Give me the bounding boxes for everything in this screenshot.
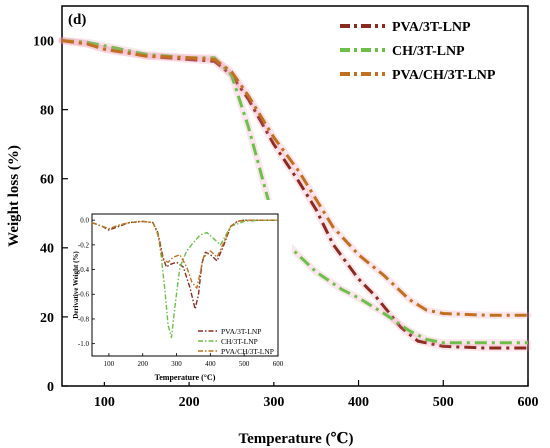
inset-y-tick-label: -1.0 — [78, 340, 90, 348]
main-plot-frame — [61, 5, 529, 387]
legend-label-ch: CH/3T-LNP — [392, 44, 465, 59]
main-y-tick-label: 0 — [47, 380, 54, 395]
main-x-tick-label: 200 — [179, 395, 200, 410]
inset-series-group — [91, 219, 278, 339]
inset-y-tick-label: -0.8 — [78, 315, 90, 323]
main-y-tick-label: 40 — [40, 242, 54, 257]
inset-y-axis-title: Derivative Weight (%) — [72, 251, 80, 319]
legend-label-pvach: PVA/CH/3T-LNP — [392, 68, 496, 83]
main-x-tick-label: 400 — [348, 395, 369, 410]
main-x-tick-label: 500 — [433, 395, 454, 410]
x-axis-title: Temperature (℃) — [238, 431, 353, 447]
inset-legend-label-ch: CH/3T-LNP — [221, 337, 258, 346]
inset-y-tick-label: -0.2 — [78, 241, 90, 249]
main-y-tick-label: 80 — [40, 104, 54, 119]
main-axes: 100 200 300 400 500 600 0 20 40 60 80 100 — [33, 34, 539, 410]
main-y-tick-label: 60 — [40, 173, 54, 188]
inset-y-tick-label: 0.0 — [80, 217, 89, 225]
inset-legend-label-pvach: PVA/CH/3T-LNP — [221, 347, 274, 356]
inset-series-line-1 — [91, 219, 278, 339]
main-legend: PVA/3T-LNP CH/3T-LNP PVA/CH/3T-LNP — [340, 20, 496, 83]
main-series-line-2 — [61, 39, 528, 317]
inset-y-tick-label: -0.4 — [78, 266, 90, 274]
inset-x-axis-title: Temperature (°C) — [155, 373, 216, 382]
main-x-tick-label: 300 — [263, 395, 284, 410]
inset-plot-frame — [91, 213, 279, 357]
inset-x-tick-label: 300 — [171, 360, 182, 368]
inset-x-tick-label: 200 — [137, 360, 148, 368]
main-y-tick-label: 100 — [33, 34, 54, 49]
inset-x-tick-label: 500 — [239, 360, 250, 368]
legend-label-pva: PVA/3T-LNP — [392, 20, 471, 35]
inset-series-line-2 — [91, 219, 278, 289]
main-x-tick-label: 100 — [94, 395, 115, 410]
inset-axes: 100 200 300 400 500 600 0.0 -0.2 -0.4 -0.6 -0.8 -1.… — [78, 217, 284, 368]
inset-x-tick-label: 400 — [205, 360, 216, 368]
inset-legend: PVA/3T-LNP CH/3T-LNP PVA/CH/3T-LNP — [198, 327, 274, 356]
main-x-tick-label: 600 — [518, 395, 539, 410]
inset-legend-label-pva: PVA/3T-LNP — [221, 327, 261, 336]
inset-x-tick-label: 100 — [104, 360, 115, 368]
main-y-tick-label: 20 — [40, 311, 54, 326]
inset-y-tick-label: -0.6 — [78, 291, 90, 299]
inset-x-tick-label: 600 — [273, 360, 284, 368]
y-axis-title: Weight loss (%) — [6, 145, 22, 247]
panel-label: (d) — [68, 12, 86, 28]
